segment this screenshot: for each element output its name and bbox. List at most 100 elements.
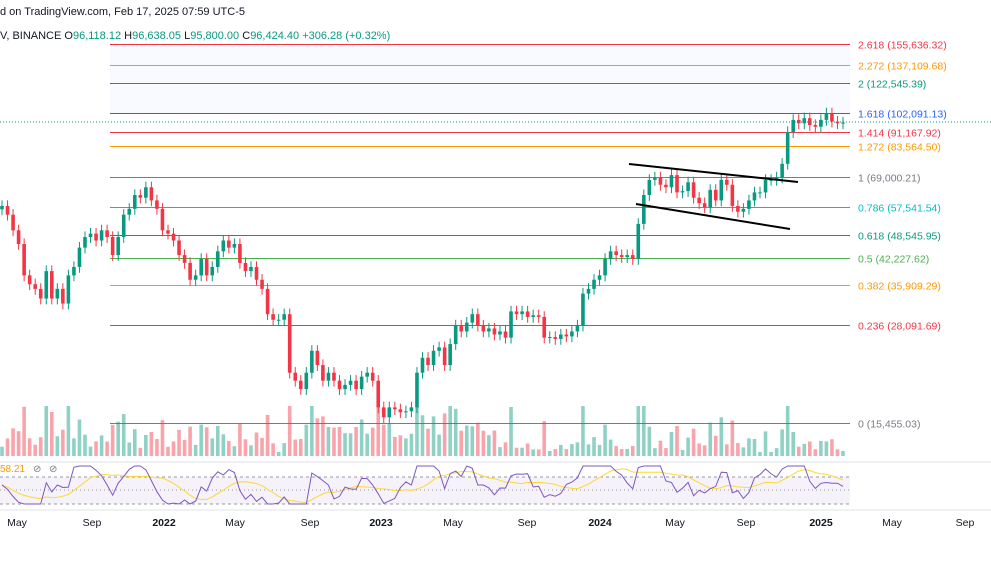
volume-bar [5,438,10,456]
volume-bar [813,449,818,456]
lower-trendline[interactable] [635,203,791,230]
candle-body [5,205,10,215]
volume-bar [481,430,486,456]
volume-bar [514,447,519,456]
candle-body [481,325,486,332]
upper-trendline[interactable] [628,163,799,183]
candle-body [730,184,735,206]
volume-bar [708,422,713,456]
fib-band [110,44,850,113]
candle-body [470,314,475,323]
volume-bar [55,436,60,456]
candle-body [581,293,585,326]
volume-bar [27,438,32,456]
volume-bar [215,426,220,456]
candle-body [287,314,292,373]
candle-body [0,205,4,210]
volume-bar [188,426,192,456]
time-axis-label: Sep [83,517,102,529]
candle-body [398,409,403,413]
candle-body [453,325,458,345]
candle-body [376,380,381,408]
volume-bar [796,446,801,456]
volume-bar [597,444,602,456]
volume-bar [138,447,143,456]
candle-body [498,331,502,335]
volume-bar [525,443,530,456]
close-label: C [242,30,251,42]
volume-bar [110,424,115,456]
candle-body [193,275,198,280]
volume-bar [464,425,469,456]
time-axis-label: May [882,517,903,529]
candle-body [608,251,613,259]
candle-body [16,230,21,245]
time-axis[interactable]: May Sep 2022 May Sep 2023 May Sep 2024 May Sep 2025… [7,517,974,529]
volume-bar [575,442,580,456]
rsi-hidden-icon-2: ⊘ [49,464,57,475]
volume-bar [16,431,21,456]
time-axis-label: 2023 [369,517,393,529]
candle-body [487,328,491,332]
volume-bar [238,423,242,456]
candle-body [199,258,203,276]
candle-body [464,322,469,332]
volume-bar [99,435,104,456]
candle-body [747,200,751,209]
candle-body [321,365,325,381]
volume-bar [354,427,358,456]
candle-body [387,407,392,418]
fib-level-label: 0 (15,455.03) [858,419,920,431]
volume-bar [686,437,690,456]
candle-body [752,192,757,201]
volume-bar [393,436,397,456]
candle-body [791,119,796,133]
trendlines[interactable] [628,163,799,230]
volume-bar [769,452,773,456]
candle-body [105,230,109,238]
volume-bar [669,432,674,456]
volume-bar [437,434,441,456]
candle-body [819,119,823,127]
volume-bar [802,443,807,456]
candle-body [304,372,309,390]
candle-body [514,311,519,315]
candle-body [448,344,452,366]
candle-body [636,223,641,259]
candle-body [393,407,397,410]
candle-body [647,179,652,196]
fib-level-label: 1 (69,000.21) [858,173,920,185]
volume-bar [182,439,187,456]
volume-bar [88,446,93,456]
volume-bar [298,439,303,456]
time-axis-label: May [7,517,28,529]
volume-bar [326,427,331,456]
volume-bar [171,441,176,456]
candle-body [592,279,596,289]
candle-body [44,271,49,299]
candle-body [564,334,569,337]
volume-bar [647,426,652,456]
volume-bar [653,448,657,456]
candle-body [625,255,630,258]
volume-bar [221,434,226,456]
candle-body [808,118,812,126]
candle-body [204,258,209,276]
low-value: 95,800.00 [190,30,240,42]
volume-bar [730,420,735,456]
candle-body [420,357,425,373]
fib-level-label: 1.414 (91,167.92) [858,128,941,140]
candle-body [138,195,143,198]
volume-bar [520,447,524,456]
volume-bar [315,418,320,456]
symbol-label[interactable]: V, BINANCE [0,30,62,42]
candle-body [713,189,718,201]
candle-body [459,325,464,332]
candle-body [88,233,93,238]
volume-bar [310,406,314,456]
fib-level-label: 0.382 (35,909.29) [858,281,941,293]
candle-body [586,288,591,294]
candle-body [182,255,187,263]
